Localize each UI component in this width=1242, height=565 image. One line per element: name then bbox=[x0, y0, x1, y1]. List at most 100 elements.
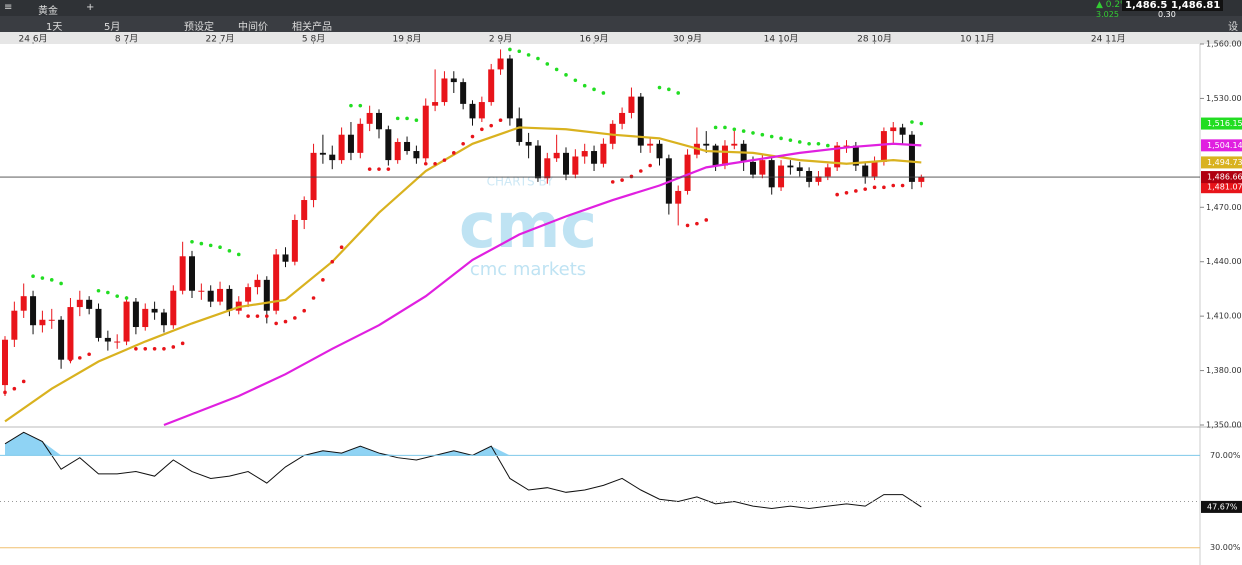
candle-body bbox=[506, 58, 513, 119]
sar-dot bbox=[255, 314, 260, 318]
price-tag bbox=[1201, 117, 1242, 130]
sar-dot bbox=[872, 185, 877, 190]
add-tab[interactable]: + bbox=[86, 2, 95, 13]
candle-body bbox=[796, 167, 803, 171]
price-tag bbox=[1201, 181, 1242, 194]
menu-item[interactable]: 预设定 bbox=[184, 22, 214, 33]
instrument[interactable]: 黄金 bbox=[38, 6, 58, 17]
candle-body bbox=[871, 161, 878, 177]
candle-body bbox=[525, 141, 532, 146]
sar-dot bbox=[452, 151, 456, 155]
moving-average bbox=[163, 142, 922, 427]
sar-dot bbox=[442, 158, 447, 162]
candle-body bbox=[628, 96, 635, 113]
settings[interactable]: 设 bbox=[1228, 22, 1238, 33]
candle-body bbox=[123, 301, 130, 342]
sar-dot bbox=[910, 120, 914, 124]
candle-body bbox=[291, 219, 298, 262]
sar-dot bbox=[835, 192, 839, 197]
sar-dot bbox=[339, 245, 344, 249]
price-tag-label: 1,504.14 bbox=[1207, 141, 1242, 150]
sar-dot bbox=[592, 87, 596, 92]
range[interactable]: 5月 bbox=[104, 22, 121, 33]
sar-dot bbox=[536, 56, 540, 61]
candle-body bbox=[703, 143, 710, 146]
candle-body bbox=[768, 160, 775, 188]
sar-dot bbox=[900, 183, 905, 188]
sar-dot bbox=[489, 123, 494, 128]
sar-dot bbox=[190, 239, 194, 244]
sar-dot bbox=[349, 103, 353, 108]
y-tick-label: 1,410.000 bbox=[1206, 312, 1242, 321]
menu-item[interactable]: 中间价 bbox=[238, 22, 268, 33]
candle-body bbox=[179, 256, 186, 291]
candle-body bbox=[394, 141, 401, 161]
candle-body bbox=[759, 160, 766, 175]
sar-dot bbox=[433, 161, 437, 166]
candle-body bbox=[600, 143, 607, 164]
sar-dot bbox=[358, 103, 363, 108]
sar-dot bbox=[171, 345, 176, 349]
sar-dot bbox=[96, 288, 101, 293]
y-tick-label: 1,440.000 bbox=[1206, 257, 1242, 266]
candle-body bbox=[862, 165, 869, 177]
candle-body bbox=[497, 58, 504, 70]
sar-dot bbox=[49, 278, 54, 282]
sar-dot bbox=[891, 183, 896, 188]
x-tick-label: 19 8月 bbox=[393, 34, 422, 45]
candle-body bbox=[95, 308, 102, 338]
candle-body bbox=[30, 296, 37, 326]
sar-dot bbox=[723, 125, 727, 130]
sar-dot bbox=[779, 136, 783, 141]
menu-icon[interactable]: ≡ bbox=[4, 2, 13, 13]
sell-price[interactable]: 1,486.51 bbox=[1122, 0, 1178, 11]
rsi-tick-label: 30.00% bbox=[1210, 543, 1241, 552]
candle-body bbox=[469, 103, 476, 119]
sar-dot bbox=[414, 118, 419, 122]
sar-dot bbox=[854, 189, 858, 193]
sar-dot bbox=[741, 129, 746, 133]
candle-body bbox=[151, 308, 158, 313]
change: 3.025 bbox=[1096, 10, 1119, 19]
candle-body bbox=[563, 152, 569, 175]
candle-body bbox=[544, 158, 551, 179]
candle-body bbox=[226, 288, 233, 311]
sar-dot bbox=[648, 163, 652, 168]
x-tick-label: 24 6月 bbox=[19, 34, 48, 45]
sar-dot bbox=[31, 274, 35, 279]
sar-dot bbox=[293, 316, 297, 320]
sar-dot bbox=[106, 290, 110, 295]
sar-dot bbox=[498, 118, 503, 122]
candle-body bbox=[778, 165, 785, 188]
candle-body bbox=[422, 105, 429, 159]
sar-dot bbox=[134, 347, 138, 351]
candle-body bbox=[450, 78, 457, 83]
sar-dot bbox=[330, 259, 335, 264]
sar-dot bbox=[582, 83, 587, 88]
sar-dot bbox=[844, 190, 849, 195]
candle-body bbox=[647, 143, 654, 146]
candle-body bbox=[11, 310, 18, 340]
x-tick-label: 30 9月 bbox=[673, 34, 702, 45]
candle-body bbox=[478, 102, 485, 119]
sar-dot bbox=[760, 132, 765, 137]
candle-body bbox=[890, 127, 897, 132]
rsi-tick-label: 70.00% bbox=[1210, 451, 1241, 460]
price-tag-label: 1,486.660 bbox=[1207, 173, 1242, 182]
candle-body bbox=[273, 254, 280, 311]
rsi-overbought-fill bbox=[5, 432, 922, 456]
sar-dot bbox=[68, 357, 73, 362]
sar-dot bbox=[480, 127, 484, 132]
candle-body bbox=[385, 129, 392, 161]
price-tag bbox=[1201, 171, 1242, 184]
buy-price[interactable]: 1,486.81 bbox=[1168, 0, 1224, 11]
moving-average bbox=[4, 126, 922, 423]
candle-body bbox=[684, 154, 691, 191]
candle-body bbox=[824, 167, 831, 177]
candle-body bbox=[731, 143, 738, 146]
menu-item[interactable]: 相关产品 bbox=[292, 22, 332, 33]
sar-dot bbox=[461, 141, 465, 146]
candle-body bbox=[301, 200, 308, 220]
interval[interactable]: 1天 bbox=[46, 22, 63, 33]
